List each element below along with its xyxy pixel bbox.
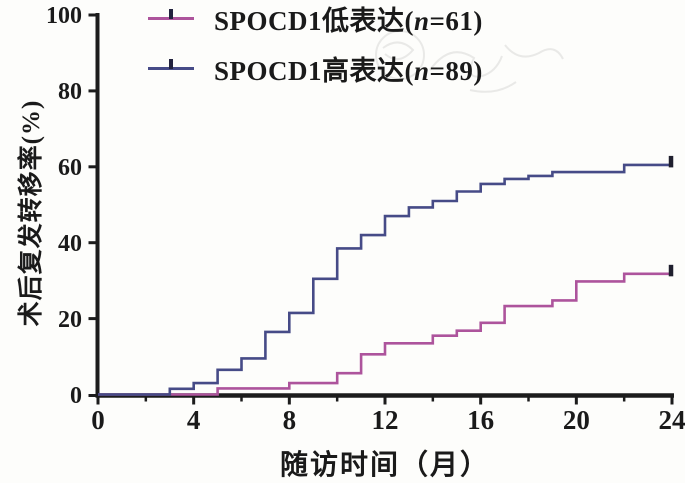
x-tick-label: 8 [282,405,297,435]
series-curve [98,163,672,396]
y-tick-label: 80 [58,78,82,105]
legend-label-high: SPOCD1高表达(n=89) [214,55,483,86]
x-axis-title: 随访时间（月） [279,450,490,481]
y-tick-label: 60 [58,154,82,181]
legend-label-low: SPOCD1低表达(n=61) [214,5,483,36]
x-tick-label: 20 [562,405,590,435]
y-tick-label: 100 [46,3,82,29]
y-tick-label: 0 [70,382,82,409]
x-tick-label: 0 [91,405,105,435]
legend-line-high-icon [148,58,194,70]
y-tick-label: 40 [58,230,82,257]
legend-item-high-expression: SPOCD1高表达(n=89) [148,51,483,86]
y-tick-label: 20 [58,306,82,333]
x-tick-label: 16 [467,405,495,435]
x-tick-label: 24 [658,405,685,435]
x-tick-label: 12 [371,405,399,435]
censor-tick-icon [169,8,173,19]
x-tick-label: 4 [186,405,201,435]
watermark [375,30,564,93]
curves [98,155,674,396]
series-curve [98,272,672,396]
censor-tick-icon [169,58,173,69]
legend-line-low-icon [148,8,194,20]
legend-item-low-expression: SPOCD1低表达(n=61) [148,1,483,36]
